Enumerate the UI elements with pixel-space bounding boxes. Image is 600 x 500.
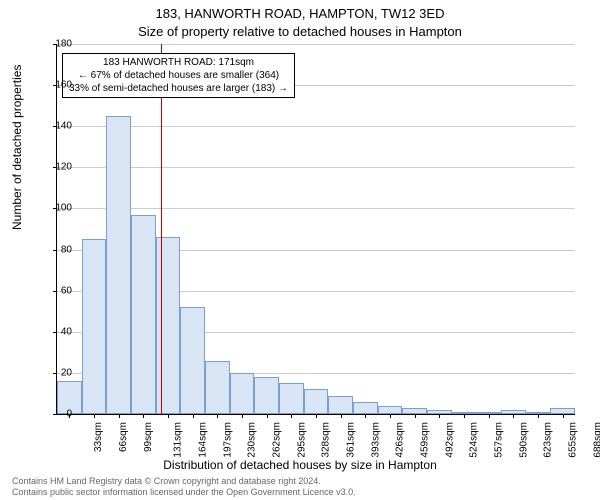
xtick-label: 524sqm [469,422,480,458]
xtick-mark [94,414,95,418]
xtick-label: 262sqm [272,422,283,458]
xtick-label: 66sqm [118,422,129,452]
xtick-label: 361sqm [346,422,357,458]
xtick-mark [563,414,564,418]
histogram-bar [353,402,378,414]
xtick-mark [119,414,120,418]
xtick-mark [193,414,194,418]
annotation-line: ← 67% of detached houses are smaller (36… [69,69,288,82]
xtick-label: 230sqm [247,422,258,458]
histogram-bar [328,396,353,415]
ytick-label: 20 [50,367,72,378]
xtick-label: 99sqm [143,422,154,452]
xtick-label: 688sqm [592,422,600,458]
ytick-label: 100 [50,203,72,214]
annotation-box: 183 HANWORTH ROAD: 171sqm ← 67% of detac… [62,53,295,98]
ytick-label: 40 [50,326,72,337]
x-axis-label: Distribution of detached houses by size … [0,458,600,472]
gridline [57,167,575,168]
ytick-label: 60 [50,285,72,296]
histogram-chart: 183, HANWORTH ROAD, HAMPTON, TW12 3ED Si… [0,0,600,500]
xtick-mark [168,414,169,418]
histogram-bar [180,307,205,414]
ytick-label: 140 [50,121,72,132]
annotation-line: 33% of semi-detached houses are larger (… [69,82,288,95]
xtick-label: 131sqm [173,422,184,458]
reference-line [161,44,162,414]
xtick-mark [415,414,416,418]
ytick-label: 120 [50,162,72,173]
gridline [57,44,575,45]
xtick-mark [341,414,342,418]
xtick-label: 328sqm [321,422,332,458]
xtick-mark [365,414,366,418]
xtick-mark [291,414,292,418]
histogram-bar [304,389,329,414]
gridline [57,126,575,127]
xtick-mark [390,414,391,418]
annotation-line: 183 HANWORTH ROAD: 171sqm [69,56,288,69]
xtick-mark [242,414,243,418]
xtick-label: 623sqm [543,422,554,458]
xtick-mark [513,414,514,418]
gridline [57,208,575,209]
histogram-bar [230,373,255,414]
histogram-bar [82,239,107,414]
chart-subtitle: Size of property relative to detached ho… [0,24,600,39]
histogram-bar [131,215,156,414]
xtick-label: 459sqm [420,422,431,458]
xtick-mark [217,414,218,418]
xtick-mark [316,414,317,418]
xtick-label: 164sqm [198,422,209,458]
xtick-mark [489,414,490,418]
xtick-label: 197sqm [222,422,233,458]
xtick-label: 33sqm [93,422,104,452]
histogram-bar [378,406,403,414]
xtick-label: 557sqm [494,422,505,458]
footer-line2: Contains public sector information licen… [12,487,356,498]
ytick-label: 180 [50,39,72,50]
ytick-label: 0 [50,409,72,420]
histogram-bar [254,377,279,414]
xtick-mark [538,414,539,418]
ytick-label: 160 [50,80,72,91]
xtick-label: 590sqm [518,422,529,458]
footer-line1: Contains HM Land Registry data © Crown c… [12,476,356,487]
ytick-label: 80 [50,244,72,255]
xtick-mark [143,414,144,418]
y-axis-label: Number of detached properties [10,65,24,230]
chart-title: 183, HANWORTH ROAD, HAMPTON, TW12 3ED [0,6,600,21]
histogram-bar [279,383,304,414]
plot-area [56,44,575,415]
xtick-mark [267,414,268,418]
xtick-label: 393sqm [370,422,381,458]
xtick-label: 492sqm [444,422,455,458]
histogram-bar [106,116,131,414]
histogram-bar [205,361,230,414]
xtick-mark [439,414,440,418]
xtick-label: 426sqm [395,422,406,458]
xtick-mark [464,414,465,418]
xtick-label: 655sqm [568,422,579,458]
footer-attribution: Contains HM Land Registry data © Crown c… [12,476,356,498]
xtick-label: 295sqm [296,422,307,458]
histogram-bar [156,237,181,414]
